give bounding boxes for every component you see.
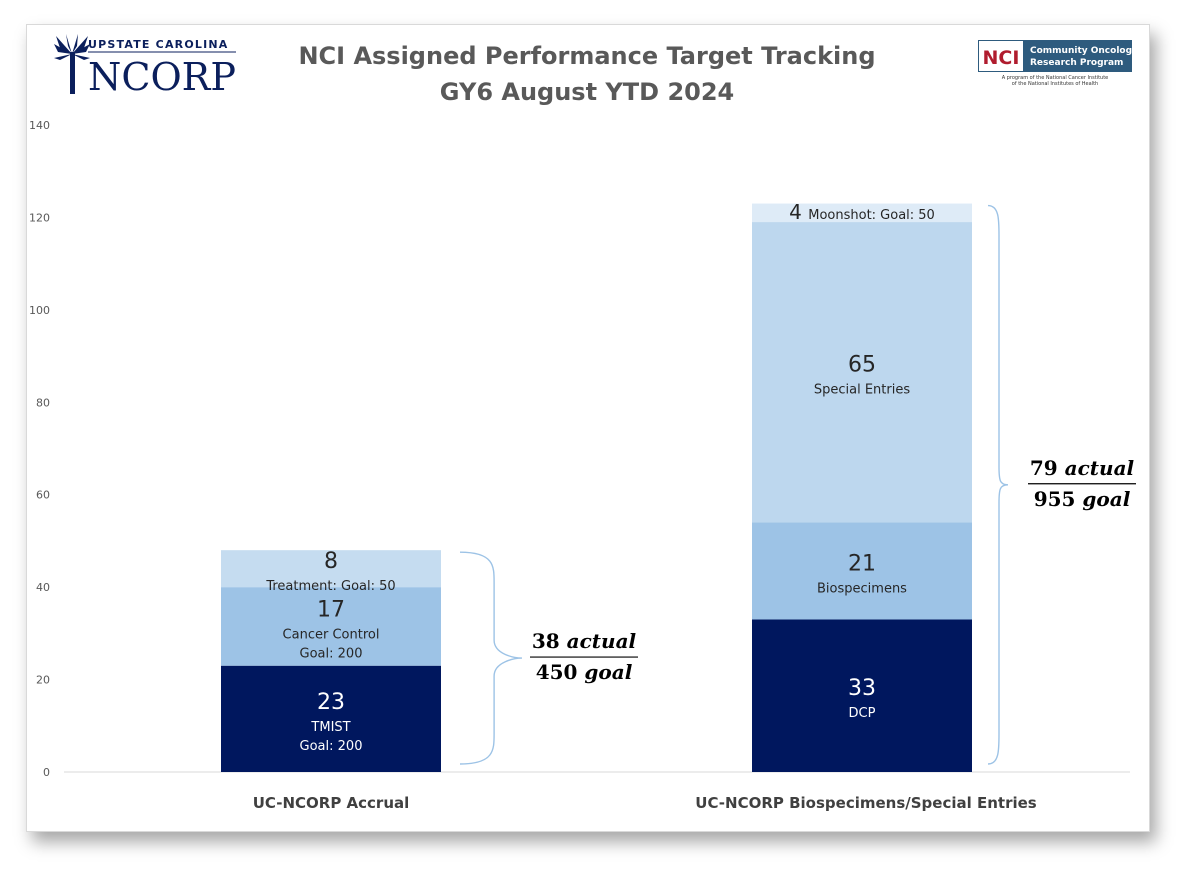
chart-subtitle: GY6 August YTD 2024: [439, 78, 735, 106]
bar-segment: [221, 550, 441, 588]
data-label-text: Biospecimens: [817, 581, 907, 596]
data-label-text: Treatment: Goal: 50: [265, 579, 395, 594]
y-tick-label: 140: [29, 119, 50, 132]
y-tick-label: 20: [36, 674, 50, 687]
summary-brace: [987, 204, 1009, 765]
data-label-text: TMIST: [310, 720, 350, 735]
palmetto-tree-icon: [54, 34, 90, 94]
logo-right-sub2: of the National Institutes of Health: [1012, 81, 1098, 87]
data-label-value: 8: [324, 549, 338, 574]
data-label-value: 65: [848, 353, 876, 378]
nci-badge: NCI: [983, 47, 1020, 69]
data-label-value: 21: [848, 551, 876, 576]
summary-actual: 79 actual: [1030, 456, 1135, 480]
chart-title: NCI Assigned Performance Target Tracking: [298, 42, 876, 70]
bar-segment: [752, 203, 972, 223]
bar-segment: [752, 522, 972, 620]
summary-brace: [459, 551, 523, 765]
bar-segment: [221, 665, 441, 772]
x-category-label: UC-NCORP Accrual: [253, 794, 410, 812]
data-label-value: 17: [317, 597, 345, 622]
bar-segment: [752, 222, 972, 523]
y-tick-label: 120: [29, 211, 50, 224]
y-tick-label: 40: [36, 581, 50, 594]
summary-goal: 955 goal: [1034, 487, 1131, 511]
logo-right-sub1: A program of the National Cancer Institu…: [1002, 75, 1109, 81]
logo-left-line1: UPSTATE CAROLINA: [88, 38, 229, 51]
y-tick-label: 0: [43, 766, 50, 779]
bar-segment: [221, 587, 441, 666]
y-tick-label: 100: [29, 304, 50, 317]
y-tick-label: 60: [36, 489, 50, 502]
bar-segment: [752, 619, 972, 772]
logo-right-line1: Community Oncology: [1030, 46, 1132, 56]
logo-left-line2: NCORP: [88, 55, 236, 96]
data-label-value: 23: [317, 690, 345, 715]
x-category-label: UC-NCORP Biospecimens/Special Entries: [695, 794, 1037, 812]
data-label-text: Goal: 200: [300, 646, 363, 661]
data-label-text: Goal: 200: [300, 739, 363, 754]
data-label: 4 Moonshot: Goal: 50: [789, 200, 935, 224]
summary-goal: 450 goal: [536, 660, 633, 684]
logo-right-line2: Research Program: [1030, 58, 1123, 68]
nci-community-oncology-logo: NCI Community Oncology Research Program …: [978, 40, 1132, 87]
upstate-carolina-ncorp-logo: UPSTATE CAROLINA NCORP: [54, 34, 236, 96]
data-label-text: DCP: [849, 706, 876, 721]
data-label-text: Cancer Control: [283, 627, 380, 642]
data-label-value: 33: [848, 676, 876, 701]
data-label-text: Special Entries: [814, 383, 910, 398]
summary-actual: 38 actual: [532, 629, 637, 653]
y-tick-label: 80: [36, 396, 50, 409]
